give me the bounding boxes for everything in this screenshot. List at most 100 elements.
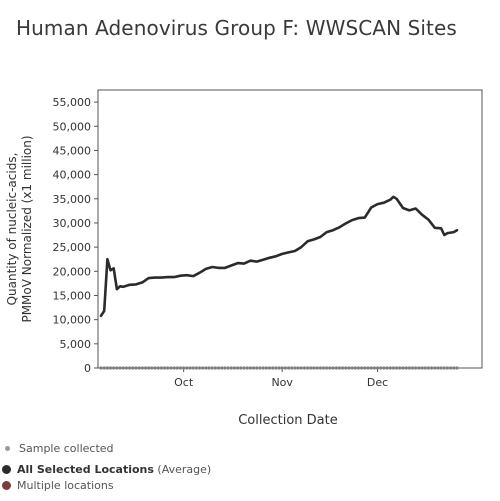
legend-label-multiple: Multiple locations: [17, 479, 114, 492]
sample-marker: [248, 366, 252, 370]
sample-marker: [340, 366, 345, 370]
sample-marker: [197, 366, 202, 370]
chart-title: Human Adenovirus Group F: WWSCAN Sites: [16, 16, 457, 40]
sample-marker: [325, 366, 329, 370]
sample-marker: [150, 366, 154, 370]
sample-marker: [385, 366, 389, 370]
sample-marker: [290, 366, 294, 370]
y-axis-title-line1: Quantity of nucleic-acids,: [5, 153, 19, 306]
sample-marker: [162, 366, 167, 370]
y-tick-label: 0: [84, 362, 91, 375]
sample-marker: [382, 366, 386, 370]
all-locations-dot-icon: [2, 465, 11, 474]
sample-marker: [131, 366, 135, 370]
sample-marker: [429, 366, 434, 370]
sample-marker: [296, 366, 300, 370]
sample-marker: [239, 366, 243, 370]
sample-marker: [112, 366, 116, 370]
sample-marker: [267, 366, 272, 370]
sample-marker: [191, 366, 195, 370]
sample-marker: [426, 366, 430, 370]
sample-marker: [398, 366, 402, 370]
sample-marker: [105, 366, 109, 370]
sample-marker: [360, 366, 364, 370]
sample-marker: [223, 366, 227, 370]
sample-marker: [232, 366, 237, 370]
sample-marker: [445, 366, 450, 370]
sample-dot-icon: [5, 446, 10, 451]
sample-marker: [379, 366, 383, 370]
sample-marker: [159, 366, 163, 370]
sample-marker: [286, 366, 291, 370]
sample-marker: [128, 366, 132, 370]
sample-marker: [251, 366, 256, 370]
x-axis-title: Collection Date: [238, 413, 338, 428]
y-tick-label: 30,000: [53, 217, 92, 230]
x-tick-label: Dec: [367, 376, 388, 389]
sample-marker: [302, 366, 307, 370]
sample-marker: [207, 366, 211, 370]
sample-marker: [455, 366, 459, 370]
sample-marker: [169, 366, 173, 370]
sample-marker: [436, 366, 440, 370]
y-tick-label: 10,000: [53, 314, 92, 327]
sample-marker: [236, 366, 240, 370]
sample-marker: [420, 366, 424, 370]
sample-marker: [182, 366, 186, 370]
sample-marker: [204, 366, 208, 370]
sample-marker: [280, 366, 284, 370]
sample-marker: [315, 366, 319, 370]
sample-marker: [321, 366, 326, 370]
sample-marker: [178, 366, 183, 370]
sample-marker: [226, 366, 230, 370]
plot-frame: [97, 89, 483, 369]
sample-marker: [185, 366, 189, 370]
sample-marker: [356, 366, 361, 370]
legend-label-average: (Average): [153, 463, 212, 476]
sample-marker: [407, 366, 411, 370]
sample-marker: [318, 366, 322, 370]
legend-item-sample[interactable]: Sample collected: [2, 442, 114, 455]
sample-marker: [137, 366, 141, 370]
y-tick-label: 35,000: [53, 193, 92, 206]
sample-marker: [271, 366, 275, 370]
sample-marker: [347, 366, 351, 370]
sample-marker: [331, 366, 335, 370]
sample-marker: [99, 366, 103, 370]
y-tick-label: 20,000: [53, 265, 92, 278]
legend-label-all-locations: All Selected Locations: [17, 463, 154, 476]
sample-marker: [217, 366, 221, 370]
sample-marker: [115, 366, 119, 370]
sample-marker: [334, 366, 338, 370]
sample-marker: [337, 366, 341, 370]
sample-marker: [353, 366, 357, 370]
sample-marker: [255, 366, 259, 370]
sample-marker: [366, 366, 370, 370]
sample-marker: [210, 366, 214, 370]
sample-marker: [188, 366, 192, 370]
sample-marker: [201, 366, 205, 370]
sample-marker: [274, 366, 278, 370]
sample-marker: [309, 366, 313, 370]
sample-marker: [417, 366, 421, 370]
sample-marker: [423, 366, 427, 370]
sample-marker: [306, 366, 310, 370]
sample-marker: [344, 366, 348, 370]
sample-marker: [166, 366, 170, 370]
y-tick-label: 40,000: [53, 169, 92, 182]
legend-item-all-locations[interactable]: All Selected Locations (Average): [2, 463, 211, 476]
sample-marker: [175, 366, 179, 370]
sample-marker: [264, 366, 268, 370]
sample-marker: [194, 366, 198, 370]
sample-marker: [102, 366, 106, 370]
sample-marker: [245, 366, 249, 370]
y-tick-label: 45,000: [53, 144, 92, 157]
sample-marker: [156, 366, 160, 370]
sample-marker: [147, 366, 151, 370]
sample-marker: [261, 366, 265, 370]
y-tick-label: 50,000: [53, 120, 92, 133]
sample-marker: [452, 366, 456, 370]
sample-marker: [375, 366, 380, 370]
legend-item-multiple[interactable]: Multiple locations: [2, 479, 114, 492]
sample-marker: [388, 366, 392, 370]
